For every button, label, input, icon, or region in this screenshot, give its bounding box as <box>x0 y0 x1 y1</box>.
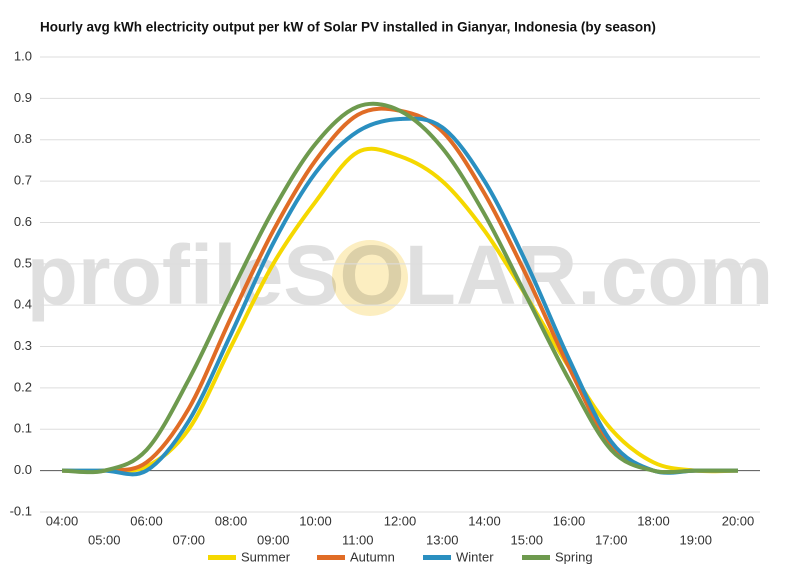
series-line <box>61 101 738 475</box>
legend-swatch <box>208 555 236 560</box>
x-tick-label: 15:00 <box>510 532 543 547</box>
y-tick-label: 0.4 <box>14 297 32 312</box>
x-tick-label: 19:00 <box>679 532 712 547</box>
x-tick-label: 09:00 <box>257 532 290 547</box>
x-tick-label: 18:00 <box>637 513 670 528</box>
y-tick-label: 0.2 <box>14 379 32 394</box>
x-tick-label: 20:00 <box>722 513 755 528</box>
watermark-sun <box>332 240 408 316</box>
series-line <box>61 146 739 474</box>
legend-label: Autumn <box>350 549 395 564</box>
y-tick-label: 0.0 <box>14 462 32 477</box>
legend-label: Spring <box>555 549 593 564</box>
y-tick-label: -0.1 <box>10 503 32 518</box>
legend-label: Winter <box>456 549 494 564</box>
x-tick-label: 04:00 <box>46 513 79 528</box>
y-tick-label: 0.8 <box>14 131 32 146</box>
watermark: profileSOLAR.com <box>27 228 774 322</box>
x-tick-label: 08:00 <box>215 513 248 528</box>
chart-title: Hourly avg kWh electricity output per kW… <box>40 20 656 35</box>
x-tick-label: 13:00 <box>426 532 459 547</box>
y-tick-label: 0.9 <box>14 90 32 105</box>
x-tick-label: 06:00 <box>130 513 163 528</box>
y-tick-label: 0.3 <box>14 338 32 353</box>
x-tick-label: 16:00 <box>553 513 586 528</box>
y-tick-label: 0.6 <box>14 214 32 229</box>
legend-swatch <box>423 555 451 560</box>
x-tick-label: 11:00 <box>342 532 374 547</box>
x-tick-label: 12:00 <box>384 513 417 528</box>
y-tick-label: 0.7 <box>14 173 32 188</box>
x-tick-label: 10:00 <box>299 513 332 528</box>
legend-label: Summer <box>241 549 291 564</box>
y-tick-label: 0.1 <box>14 421 32 436</box>
legend-swatch <box>317 555 345 560</box>
y-tick-label: 1.0 <box>14 48 32 63</box>
legend-swatch <box>522 555 550 560</box>
x-tick-label: 14:00 <box>468 513 501 528</box>
x-tick-label: 07:00 <box>172 532 205 547</box>
y-tick-label: 0.5 <box>14 255 32 270</box>
series-line <box>61 116 738 477</box>
x-tick-label: 05:00 <box>88 532 121 547</box>
x-tick-label: 17:00 <box>595 532 628 547</box>
